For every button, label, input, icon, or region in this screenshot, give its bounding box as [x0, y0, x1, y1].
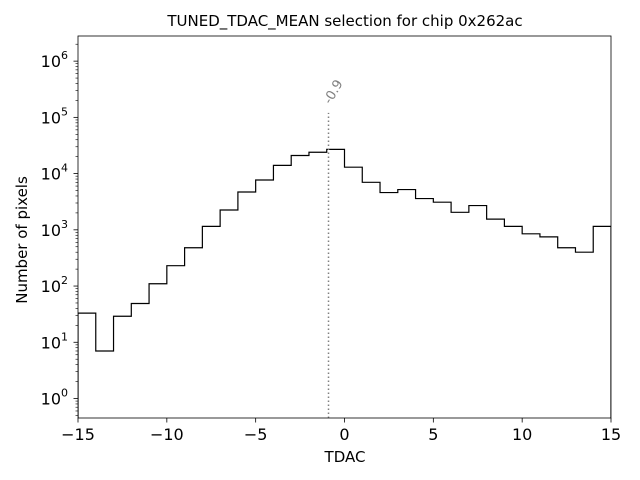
x-tick-label: 10	[512, 425, 532, 444]
y-tick-label: 106	[41, 49, 68, 71]
y-axis-label: Number of pixels	[13, 176, 31, 304]
mean-label: -0.9	[321, 77, 347, 106]
axes-frame	[77, 35, 612, 419]
x-tick-label: −5	[244, 425, 268, 444]
x-tick-label: 5	[428, 425, 438, 444]
x-tick-label: 0	[339, 425, 349, 444]
histogram-series	[78, 148, 611, 418]
y-tick-label: 101	[41, 330, 68, 352]
chart-title: TUNED_TDAC_MEAN selection for chip 0x262…	[166, 12, 522, 31]
x-tick-label: −10	[150, 425, 184, 444]
y-tick-label: 102	[41, 274, 68, 296]
y-tick-label: 103	[41, 218, 68, 240]
plot-area: 100 101 102 103 104 105 106 −15 −10 −5 0 5 10 15 -0.9	[41, 35, 621, 444]
x-axis-label: TDAC	[324, 448, 366, 466]
y-tick-label: 105	[41, 105, 68, 127]
y-tick-label: 104	[41, 162, 68, 184]
y-tick-label: 100	[41, 387, 68, 409]
x-tick-label: −15	[61, 425, 95, 444]
x-tick-label: 15	[601, 425, 621, 444]
